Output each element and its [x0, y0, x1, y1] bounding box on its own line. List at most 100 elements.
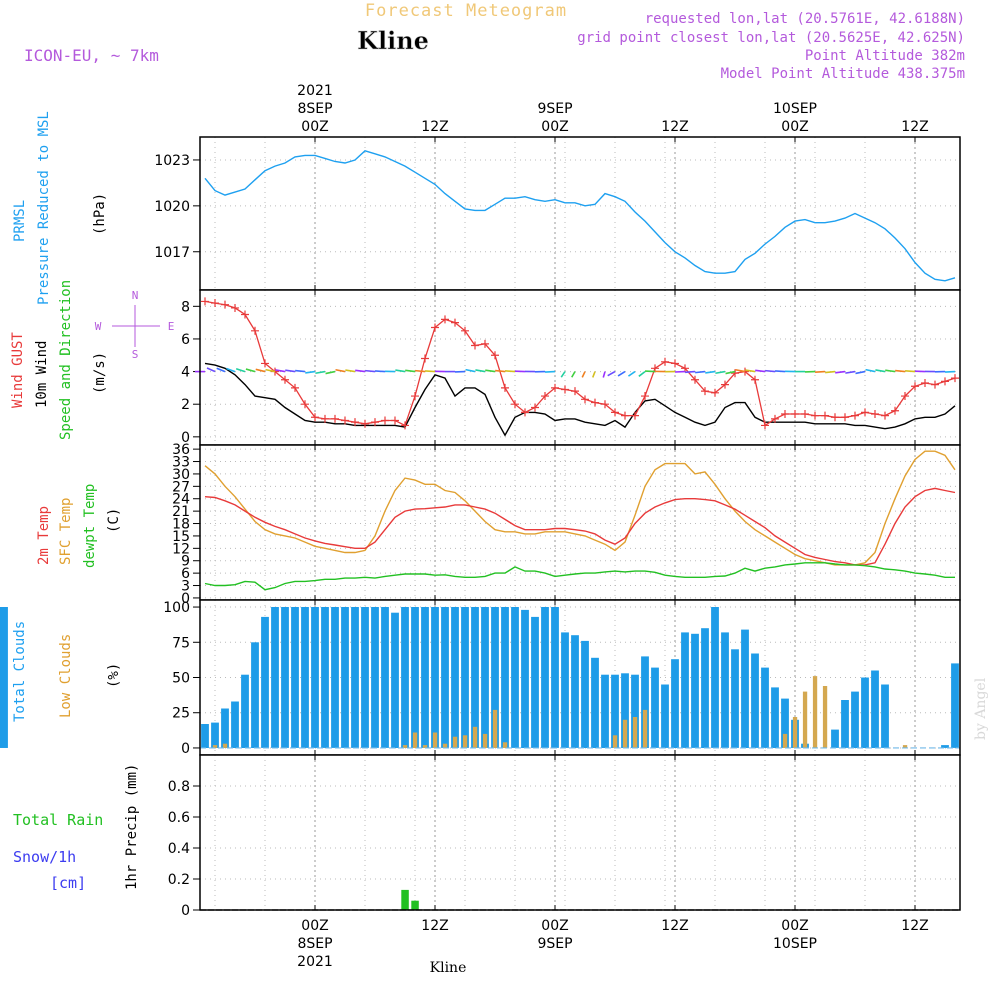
wind-direction-arrow — [365, 369, 376, 373]
low-cloud-bar — [642, 709, 648, 748]
total-cloud-bar — [301, 607, 309, 748]
clouds-panel: 0 25 50 75 100 — [0, 599, 961, 757]
wind-gust-marker — [881, 411, 889, 420]
wind-direction-arrow — [355, 369, 366, 373]
total-cloud-bar — [751, 653, 759, 748]
y-tick-label: 18 — [172, 517, 190, 533]
total-cloud-bar — [831, 729, 839, 748]
total-cloud-bar — [771, 687, 779, 748]
wind-direction-arrow — [765, 369, 776, 373]
top-time-label: 10SEP — [773, 101, 817, 117]
bottom-time-label: 00Z — [541, 918, 568, 934]
y-tick-label: 75 — [172, 635, 190, 651]
wind-gust-marker — [531, 403, 539, 412]
wind-gust-marker — [591, 398, 599, 407]
wind-gust-marker — [851, 411, 859, 420]
bottom-time-label: 9SEP — [537, 936, 572, 952]
top-time-label: 00Z — [301, 119, 328, 135]
wind-direction-arrow — [325, 370, 336, 375]
wind-direction-arrow — [695, 370, 706, 374]
wind-gust-marker — [891, 406, 899, 415]
total-cloud-bar — [451, 607, 459, 748]
low-cloud-bar — [902, 745, 908, 748]
compass-e: E — [168, 320, 175, 333]
total-cloud-bar — [511, 607, 519, 748]
total-cloud-bar — [781, 698, 789, 748]
wind-direction-arrow — [375, 370, 386, 373]
total-cloud-bar — [611, 674, 619, 748]
wind-gust-marker — [931, 380, 939, 389]
wind-gust-marker — [361, 419, 369, 428]
sfc-temp-label: SFC Temp — [58, 498, 74, 565]
y-tick-label: 21 — [172, 504, 190, 520]
top-time-label: 2021 — [297, 83, 333, 99]
wind-gust-marker — [331, 414, 339, 423]
wind-label: 10m Wind — [34, 341, 50, 408]
wind-gust-marker — [541, 392, 549, 401]
y-tick-label: 33 — [172, 455, 190, 471]
total-cloud-bar — [341, 607, 349, 748]
wind-direction-arrow — [944, 370, 956, 373]
total-cloud-bar — [321, 607, 329, 748]
total-cloud-bar — [231, 701, 239, 748]
low-cloud-bar — [622, 719, 628, 748]
wind-direction-arrow — [305, 370, 316, 374]
total-cloud-bar — [201, 724, 209, 748]
wind-direction-arrow — [415, 369, 426, 373]
top-time-label: 12Z — [661, 119, 688, 135]
prmsl-line — [204, 150, 956, 282]
wind-direction-arrow — [255, 368, 266, 373]
wind-gust-marker — [821, 411, 829, 420]
compass-n: N — [132, 289, 139, 302]
wind-gust-marker — [911, 382, 919, 391]
low-cloud-bar — [402, 745, 408, 748]
wind-gust-marker — [901, 392, 909, 401]
wind-gust-marker — [691, 375, 699, 384]
total-cloud-bar — [951, 663, 959, 748]
y-tick-label: 2 — [181, 397, 190, 413]
total-cloud-bar — [211, 722, 219, 748]
y-tick-label: 9 — [181, 554, 190, 570]
total-cloud-bar — [221, 708, 229, 748]
gust-label: Wind GUST — [10, 332, 26, 408]
wind-direction-arrow — [865, 368, 876, 373]
total-cloud-bar — [731, 649, 739, 748]
wind-direction-arrow — [775, 370, 786, 373]
wind-gust-marker — [281, 375, 289, 384]
total-cloud-bar — [481, 607, 489, 748]
y-tick-label: 6 — [181, 566, 190, 582]
y-tick-label: 0 — [181, 430, 190, 446]
wind-direction-arrow — [395, 369, 406, 373]
y-tick-label: 1020 — [154, 199, 190, 215]
total-cloud-bar — [421, 607, 429, 748]
low-cloud-bar — [792, 717, 798, 748]
wind-gust-marker — [701, 387, 709, 396]
wind-direction-arrow — [885, 369, 896, 373]
wind-gust-marker — [671, 359, 679, 368]
clouds-unit: (%) — [106, 663, 122, 688]
y-tick-label: 24 — [172, 492, 190, 508]
wind-speed-line — [204, 362, 956, 437]
compass-arrows-icon — [112, 305, 160, 347]
low-cloud-bar — [632, 717, 638, 748]
wind-direction-arrow — [845, 370, 856, 374]
temp2m-label: 2m Temp — [36, 506, 52, 565]
wind-gust-marker — [241, 310, 249, 319]
model-label: ICON-EU, ~ 7km — [24, 46, 159, 65]
wind-gust-marker — [711, 388, 719, 397]
wind-gust-marker — [491, 351, 499, 360]
temp-unit: (C) — [106, 508, 122, 533]
total-cloud-bar — [541, 607, 549, 748]
total-cloud-bar — [381, 607, 389, 748]
wind-gust-marker — [951, 374, 959, 383]
panel-background — [200, 755, 960, 910]
total-cloud-bar — [251, 642, 259, 748]
total-cloud-bar — [371, 607, 379, 748]
total-cloud-bar — [471, 607, 479, 748]
wind-gust-marker — [391, 416, 399, 425]
low-cloud-bar — [822, 686, 828, 748]
low-cloud-bar — [492, 709, 498, 748]
y-tick-label: 12 — [172, 541, 190, 557]
wind-direction-arrow — [425, 370, 436, 373]
temp-axis-labels: 2m Temp SFC Temp dewpt Temp (C) — [36, 484, 122, 568]
